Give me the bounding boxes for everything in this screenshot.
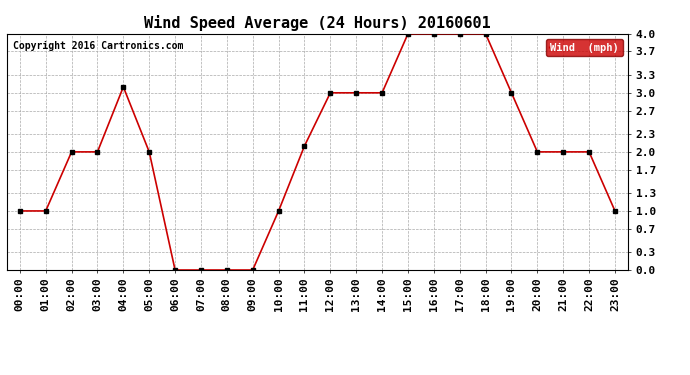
Legend: Wind  (mph): Wind (mph) — [546, 39, 622, 56]
Text: Copyright 2016 Cartronics.com: Copyright 2016 Cartronics.com — [13, 41, 184, 51]
Title: Wind Speed Average (24 Hours) 20160601: Wind Speed Average (24 Hours) 20160601 — [144, 15, 491, 31]
